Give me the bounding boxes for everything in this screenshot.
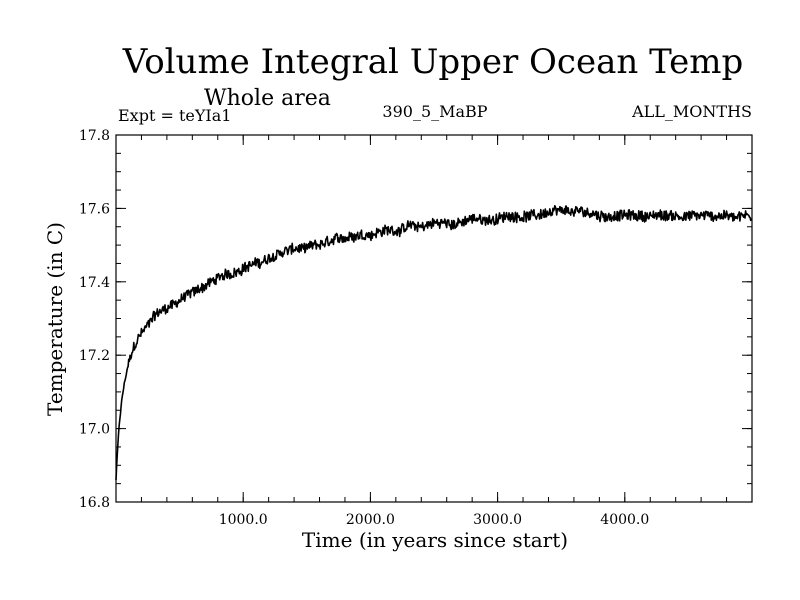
y-tick-label: 17.8 [79, 128, 110, 144]
x-tick-label: 4000.0 [600, 512, 649, 528]
chart-title: Volume Integral Upper Ocean Temp [122, 42, 743, 82]
months-label: ALL_MONTHS [631, 102, 752, 121]
y-axis-label: Temperature (in C) [43, 222, 67, 416]
run-label: 390_5_MaBP [382, 102, 487, 121]
y-tick-label: 16.8 [79, 495, 110, 511]
experiment-label: Expt = teYIa1 [118, 106, 231, 125]
series-layer [115, 205, 753, 481]
chart-axes: 16.8 17.0 17.2 17.4 17.6 17.8 1000.0 2000.0 3000… [79, 128, 753, 528]
chart-subtitle: Whole area [204, 86, 331, 111]
x-tick-label: 1000.0 [219, 512, 268, 528]
x-tick-label: 3000.0 [473, 512, 522, 528]
y-tick-label: 17.4 [79, 275, 110, 291]
y-tick-label: 17.0 [79, 422, 110, 438]
y-tick-label: 17.6 [79, 201, 110, 217]
x-tick-label: 2000.0 [346, 512, 395, 528]
plot-frame [115, 134, 753, 503]
series-line [115, 205, 753, 481]
y-tick-label: 17.2 [79, 348, 110, 364]
x-axis-label: Time (in years since start) [302, 528, 568, 552]
